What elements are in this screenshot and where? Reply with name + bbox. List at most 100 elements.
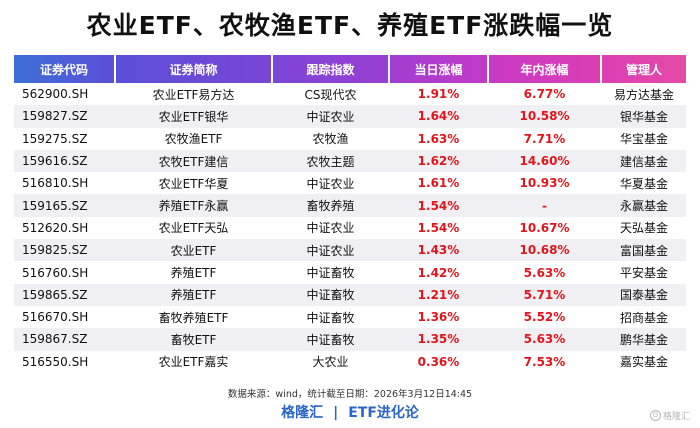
cell-ytd-change: 10.58%	[519, 109, 570, 124]
cell-manager: 鹏华基金	[619, 332, 668, 347]
table-row: 159825.SZ 农业ETF 中证农业 1.43% 10.68% 富国基金	[14, 239, 686, 262]
cell-code: 159275.SZ	[22, 131, 88, 146]
table-row: 159865.SZ 养殖ETF 中证畜牧 1.21% 5.71% 国泰基金	[14, 283, 686, 306]
cell-code: 159867.SZ	[22, 332, 88, 347]
cell-name: 农牧渔ETF	[164, 132, 223, 147]
header-name: 证券简称	[116, 55, 271, 83]
cell-index: 农牧主题	[306, 154, 355, 169]
cell-name: 农业ETF	[170, 243, 217, 258]
cell-daily-change: 1.64%	[417, 109, 460, 124]
cell-ytd-change: 7.53%	[523, 354, 566, 369]
footer-brand: 格隆汇 | ETF进化论	[0, 402, 700, 422]
source-note: 数据来源：wind，统计截至日期：2026年3月12日14:45	[227, 389, 473, 400]
page-title: 农业ETF、农牧渔ETF、养殖ETF涨跌幅一览	[86, 11, 614, 40]
header-manager: 管理人	[602, 55, 686, 83]
cell-daily-change: 1.54%	[417, 198, 460, 213]
cell-name: 养殖ETF	[170, 266, 217, 281]
cell-daily-change: 0.36%	[417, 354, 460, 369]
cell-index: 中证畜牧	[306, 288, 355, 303]
cell-daily-change: 1.36%	[417, 310, 460, 325]
cell-code: 562900.SH	[22, 87, 89, 102]
cell-name: 农业ETF易方达	[152, 87, 235, 102]
cell-index: 畜牧养殖	[306, 199, 355, 214]
cell-ytd-change: 14.60%	[519, 154, 570, 169]
cell-manager: 建信基金	[619, 154, 668, 169]
cell-name: 畜牧养殖ETF	[158, 310, 229, 325]
cell-name: 农业ETF嘉实	[158, 355, 229, 370]
cell-manager: 易方达基金	[613, 87, 674, 102]
header-ytd-change: 年内涨幅	[489, 55, 600, 83]
footer-separator: |	[333, 405, 339, 421]
cell-daily-change: 1.54%	[417, 220, 460, 235]
cell-ytd-change: 5.52%	[523, 310, 566, 325]
cell-daily-change: 1.62%	[417, 154, 460, 169]
logo-icon: G	[649, 410, 661, 421]
cell-ytd-change: 7.71%	[523, 131, 566, 146]
cell-ytd-change: 10.93%	[519, 176, 570, 191]
cell-daily-change: 1.35%	[417, 332, 460, 347]
table-row: 516550.SH 农业ETF嘉实 大农业 0.36% 7.53% 嘉实基金	[14, 350, 686, 373]
cell-ytd-change: -	[542, 198, 547, 213]
table-row: 516670.SH 畜牧养殖ETF 中证畜牧 1.36% 5.52% 招商基金	[14, 305, 686, 329]
cell-ytd-change: 6.77%	[523, 87, 566, 102]
cell-manager: 银华基金	[619, 109, 668, 124]
cell-code: 516670.SH	[22, 310, 89, 325]
cell-name: 养殖ETF永赢	[158, 199, 229, 214]
table-body: 562900.SH 农业ETF易方达 CS现代农 1.91% 6.77% 易方达基金 159…	[14, 83, 686, 373]
table-header-row: 证券代码 证券简称 跟踪指数 当日涨幅 年内涨幅 管理人	[14, 55, 686, 83]
cell-daily-change: 1.21%	[417, 287, 460, 302]
table-row: 562900.SH 农业ETF易方达 CS现代农 1.91% 6.77% 易方达基金	[14, 83, 686, 106]
header-index: 跟踪指数	[273, 55, 388, 83]
table-row: 159867.SZ 畜牧ETF 中证畜牧 1.35% 5.63% 鹏华基金	[14, 328, 686, 351]
cell-index: 中证畜牧	[306, 310, 355, 325]
cell-manager: 嘉实基金	[619, 355, 668, 370]
cell-name: 农牧ETF建信	[158, 154, 229, 169]
cell-code: 159827.SZ	[22, 109, 88, 124]
cell-code: 159865.SZ	[22, 287, 88, 302]
cell-code: 516810.SH	[22, 176, 89, 191]
table-row: 516810.SH 农业ETF华夏 中证农业 1.61% 10.93% 华夏基金	[14, 172, 686, 195]
cell-index: 大农业	[312, 355, 349, 370]
cell-manager: 华夏基金	[619, 176, 668, 191]
cell-index: 中证农业	[306, 109, 355, 124]
cell-index: 中证畜牧	[306, 332, 355, 347]
cell-index: 中证农业	[306, 176, 355, 191]
cell-manager: 富国基金	[619, 243, 668, 258]
column-name: ETF进化论	[348, 405, 419, 421]
cell-ytd-change: 10.67%	[519, 220, 570, 235]
cell-daily-change: 1.61%	[417, 176, 460, 191]
cell-index: 农牧渔	[312, 132, 349, 147]
cell-code: 516550.SH	[22, 354, 89, 369]
cell-code: 159165.SZ	[22, 198, 88, 213]
cell-manager: 国泰基金	[619, 288, 668, 303]
cell-manager: 华宝基金	[619, 132, 668, 147]
table-row: 516760.SH 养殖ETF 中证畜牧 1.42% 5.63% 平安基金	[14, 261, 686, 284]
cell-ytd-change: 5.71%	[523, 287, 566, 302]
cell-index: 中证畜牧	[306, 266, 355, 281]
cell-index: CS现代农	[304, 87, 357, 102]
cell-name: 养殖ETF	[170, 288, 217, 303]
cell-code: 516760.SH	[22, 265, 89, 280]
cell-index: 中证农业	[306, 221, 355, 236]
table-row: 159827.SZ 农业ETF银华 中证农业 1.64% 10.58% 银华基金	[14, 105, 686, 128]
cell-daily-change: 1.91%	[417, 87, 460, 102]
cell-ytd-change: 5.63%	[523, 332, 566, 347]
cell-daily-change: 1.63%	[417, 131, 460, 146]
cell-name: 农业ETF天弘	[158, 221, 229, 236]
brand-name: 格隆汇	[281, 405, 324, 421]
cell-code: 512620.SH	[22, 220, 89, 235]
cell-name: 农业ETF华夏	[158, 176, 229, 191]
cell-ytd-change: 10.68%	[519, 243, 570, 258]
cell-code: 159825.SZ	[22, 243, 88, 258]
cell-index: 中证农业	[306, 243, 355, 258]
cell-name: 畜牧ETF	[170, 332, 217, 347]
watermark-text: 格隆汇	[662, 412, 690, 422]
table-row: 159616.SZ 农牧ETF建信 农牧主题 1.62% 14.60% 建信基金	[14, 149, 686, 173]
cell-daily-change: 1.42%	[417, 265, 460, 280]
header-code: 证券代码	[14, 55, 114, 83]
cell-manager: 永赢基金	[619, 199, 668, 214]
cell-ytd-change: 5.63%	[523, 265, 566, 280]
table-row: 512620.SH 农业ETF天弘 中证农业 1.54% 10.67% 天弘基金	[14, 216, 686, 240]
cell-manager: 平安基金	[619, 266, 668, 281]
cell-code: 159616.SZ	[22, 154, 88, 169]
